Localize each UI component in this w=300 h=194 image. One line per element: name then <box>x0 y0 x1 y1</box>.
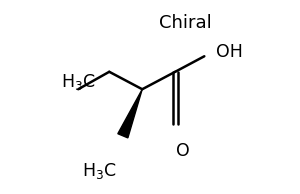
Text: Chiral: Chiral <box>158 14 211 32</box>
Text: OH: OH <box>216 43 243 61</box>
Text: O: O <box>176 142 190 160</box>
Polygon shape <box>118 89 142 138</box>
Text: H$_3$C: H$_3$C <box>61 72 95 93</box>
Text: H$_3$C: H$_3$C <box>82 161 117 181</box>
